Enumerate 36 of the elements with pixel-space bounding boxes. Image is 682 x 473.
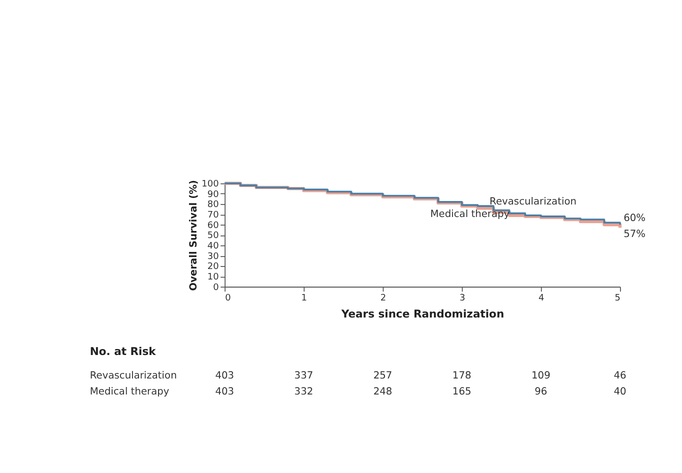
y-tick-label: 40 (207, 241, 220, 252)
x-tick-label: 1 (301, 294, 308, 304)
y-tick-label: 100 (202, 179, 220, 190)
y-tick-label: 80 (207, 200, 220, 210)
x-axis-title: Years since Randomization (340, 308, 504, 321)
chart-title: No. at Risk (90, 344, 157, 358)
x-tick-label: 3 (459, 294, 466, 304)
data-label: 46 (614, 370, 626, 382)
annotation: 57% (624, 228, 646, 240)
y-tick-label: 60 (207, 220, 220, 231)
series-label: Medical therapy (430, 209, 510, 220)
data-label: 403 (215, 386, 234, 398)
data-label: 248 (373, 386, 392, 398)
data-label: 257 (373, 370, 392, 382)
data-label: 332 (294, 386, 314, 398)
y-tick-label: 50 (207, 231, 220, 242)
y-tick-label: 70 (207, 210, 220, 220)
data-label: 96 (534, 386, 548, 398)
data-label: 165 (452, 386, 472, 398)
y-tick-label: 10 (207, 272, 220, 282)
x-tick-label: 2 (380, 294, 386, 304)
data-label: 178 (452, 370, 472, 382)
data-label: 109 (532, 370, 550, 382)
x-tick-label: 5 (614, 294, 620, 304)
x-tick-label: 0 (225, 294, 232, 304)
data-label: 40 (614, 386, 626, 398)
y-tick-label: 20 (207, 262, 220, 272)
data-label: 337 (294, 370, 314, 382)
y-tick-label: 90 (207, 190, 220, 200)
y-axis-title: Overall Survival (%) (188, 180, 200, 291)
y-tick-label: 0 (213, 282, 220, 293)
x-tick-label: 4 (538, 294, 545, 304)
series-label: Revascularization (490, 196, 577, 208)
y-tick-label: 30 (207, 252, 220, 262)
annotation: 60% (624, 213, 646, 224)
data-label: 403 (215, 370, 234, 382)
